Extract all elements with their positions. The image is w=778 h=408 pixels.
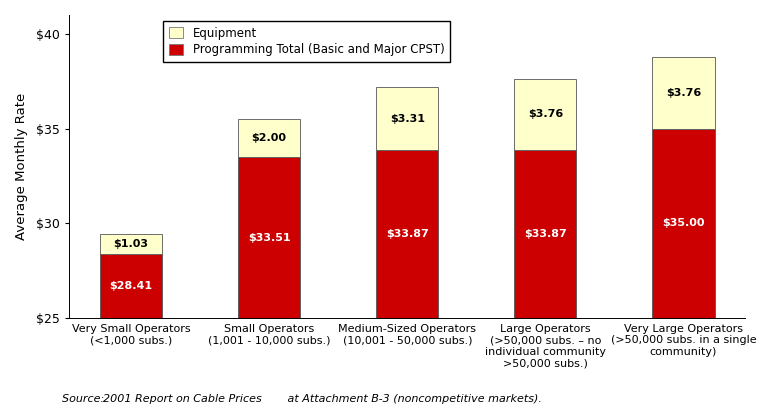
- Bar: [514, 150, 576, 318]
- Bar: [238, 157, 300, 318]
- Bar: [100, 234, 162, 253]
- Bar: [653, 129, 714, 318]
- Bar: [514, 79, 576, 150]
- Text: $1.03: $1.03: [114, 239, 149, 249]
- Bar: [653, 58, 714, 129]
- Bar: [100, 253, 162, 318]
- Bar: [377, 87, 438, 150]
- Text: at Attachment B-3 (noncompetitive markets).: at Attachment B-3 (noncompetitive market…: [284, 394, 541, 404]
- Y-axis label: Average Monthly Rate: Average Monthly Rate: [15, 93, 28, 240]
- Text: $33.87: $33.87: [524, 229, 566, 239]
- Text: $3.76: $3.76: [527, 109, 563, 120]
- Text: $3.31: $3.31: [390, 114, 425, 124]
- Legend: Equipment, Programming Total (Basic and Major CPST): Equipment, Programming Total (Basic and …: [163, 21, 450, 62]
- Text: $3.76: $3.76: [666, 88, 701, 98]
- Text: Source:: Source:: [62, 394, 111, 404]
- Text: 2001 Report on Cable Prices: 2001 Report on Cable Prices: [103, 394, 262, 404]
- Bar: [377, 150, 438, 318]
- Text: $35.00: $35.00: [662, 218, 705, 228]
- Text: $33.51: $33.51: [248, 233, 290, 242]
- Text: $33.87: $33.87: [386, 229, 429, 239]
- Text: $2.00: $2.00: [251, 133, 286, 143]
- Text: $28.41: $28.41: [110, 281, 152, 291]
- Bar: [238, 119, 300, 157]
